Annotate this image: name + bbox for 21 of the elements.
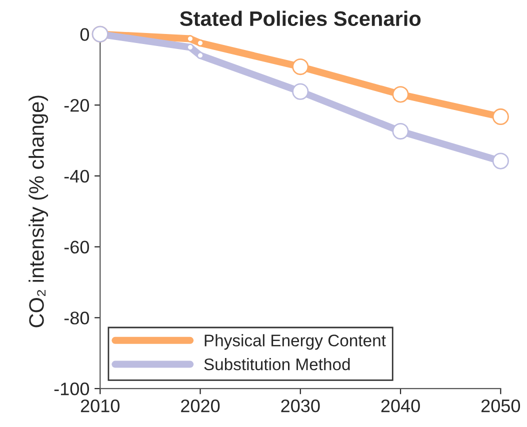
y-tick-label: -20 [64, 98, 90, 112]
x-tick-label: 2010 [80, 399, 120, 412]
y-tick-label: -80 [64, 312, 90, 324]
chart-title: Stated Policies Scenario [180, 10, 421, 26]
y-tick-label: 0 [80, 28, 90, 41]
x-tick-label: 2040 [381, 399, 420, 412]
legend-label: Physical Energy Content [204, 334, 386, 350]
point [392, 86, 409, 103]
y-tick-label: -60 [64, 240, 90, 254]
point [492, 152, 509, 170]
point [292, 83, 309, 100]
y-tick-label: -40 [64, 170, 90, 183]
point [492, 108, 509, 126]
x-tick-label: 2020 [181, 399, 220, 412]
legend-label: Substitution Method [204, 358, 350, 370]
y-tick-label: -100 [54, 382, 90, 396]
x-tick-label: 2050 [481, 399, 520, 412]
point [392, 122, 409, 140]
point [292, 58, 309, 76]
x-tick-label: 2030 [281, 399, 320, 412]
y-axis-title: CO₂ intensity (% change) [28, 96, 48, 328]
